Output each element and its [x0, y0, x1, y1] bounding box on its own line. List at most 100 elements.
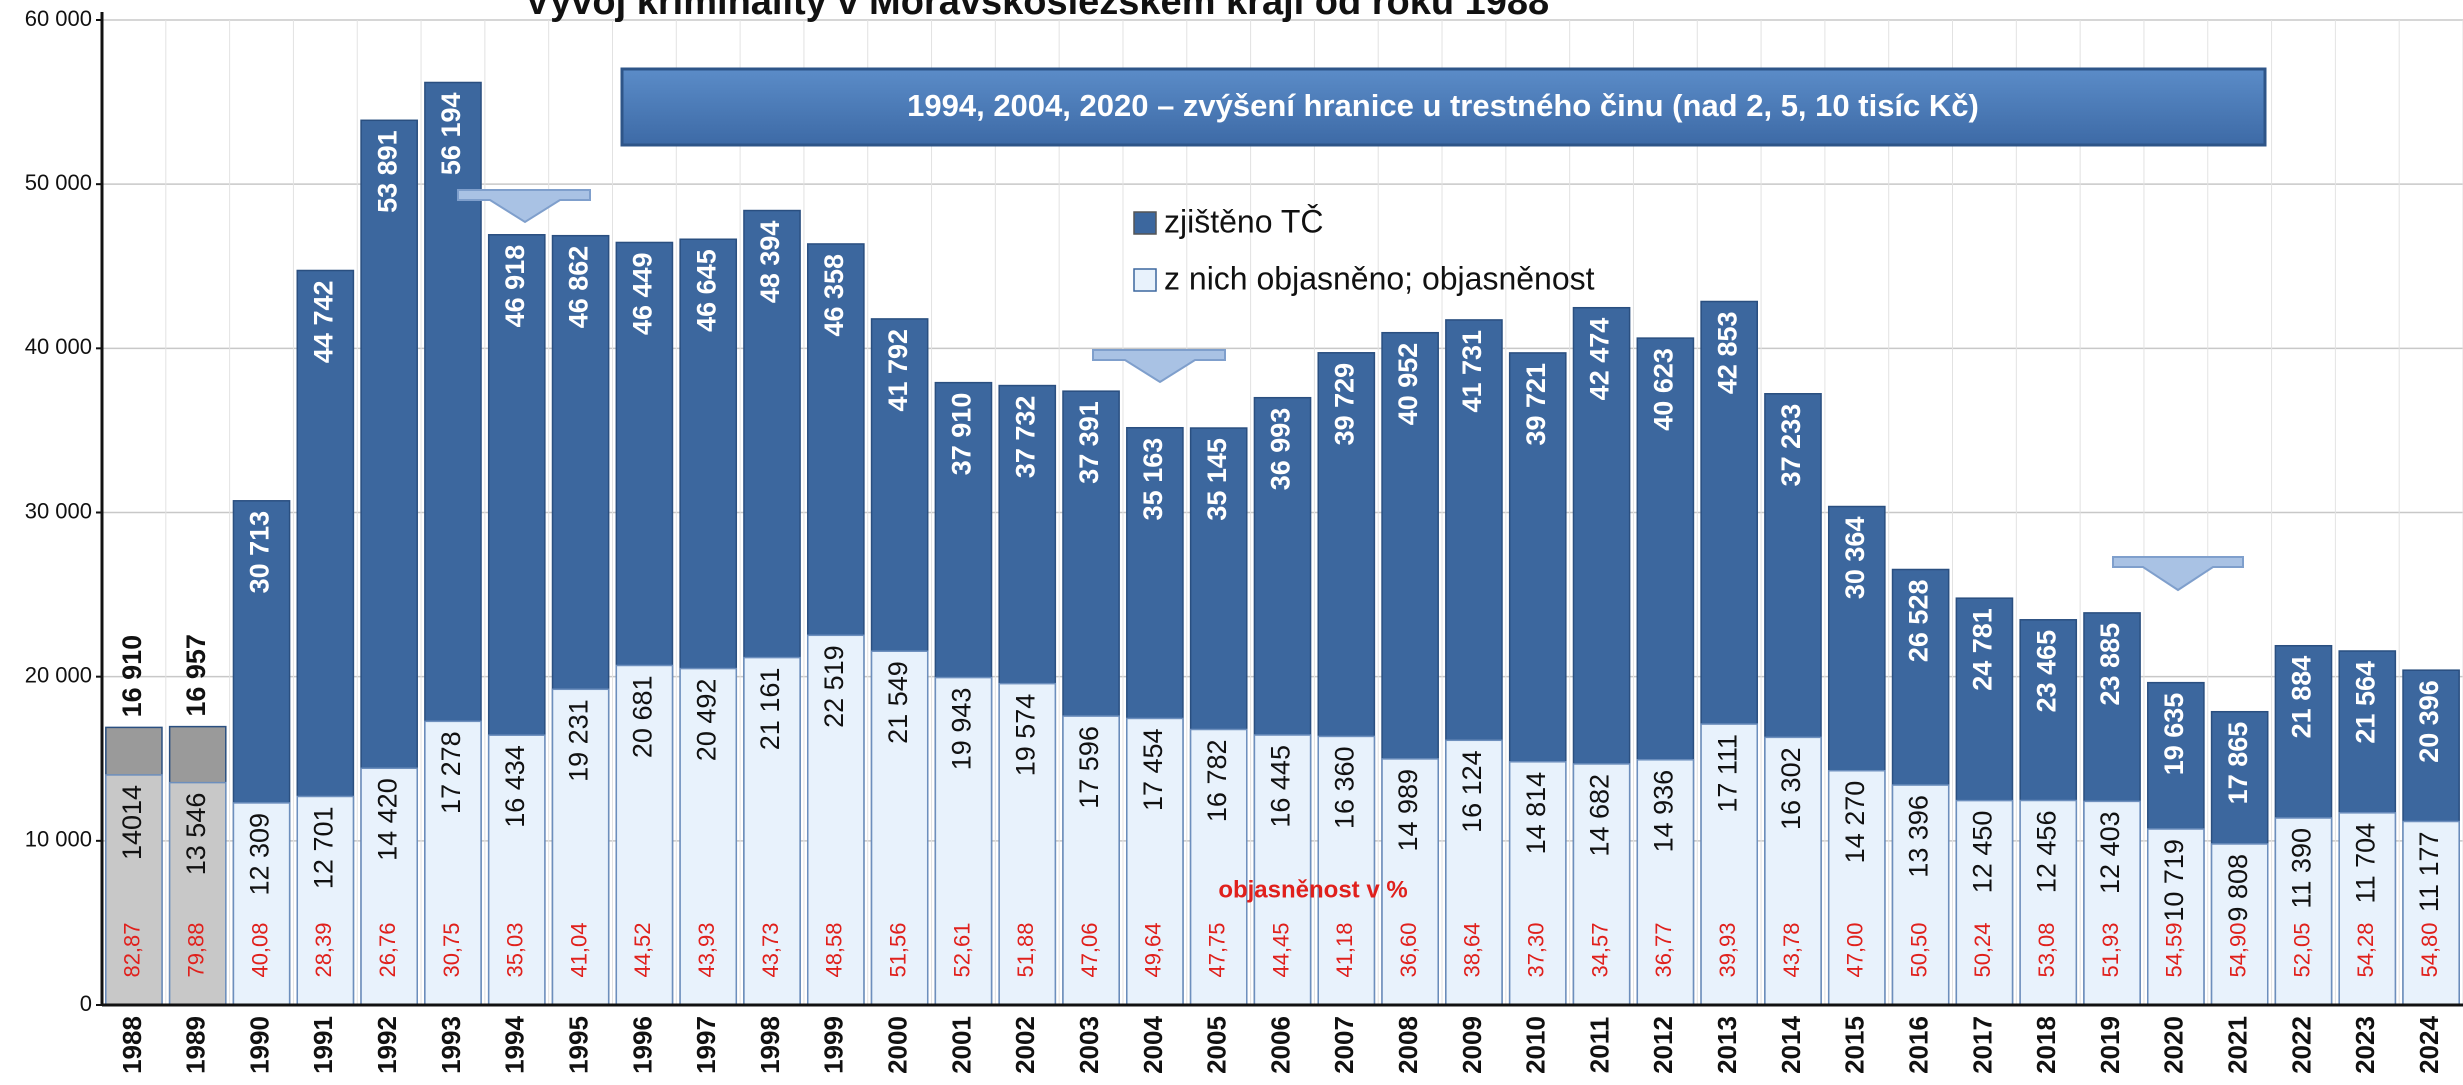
x-tick-label: 1990 — [244, 1016, 274, 1074]
solved-label: 20 492 — [691, 679, 721, 762]
bar-solved — [2083, 800, 2141, 1006]
arrow — [457, 189, 591, 224]
rate-label: 43,73 — [758, 922, 783, 977]
rate-label: 28,39 — [311, 922, 336, 977]
bar-solved — [2338, 812, 2397, 1006]
total-label: 23 885 — [2095, 623, 2125, 706]
total-label: 37 391 — [1074, 401, 1104, 484]
total-label: 16 957 — [181, 634, 211, 717]
bar-solved — [296, 795, 355, 1006]
x-tick-label: 1995 — [563, 1016, 593, 1074]
rate-label: 35,03 — [503, 922, 528, 977]
annotation-box — [620, 67, 2267, 147]
bar-solved — [1827, 769, 1886, 1006]
annotation: 1994, 2004, 2020 – zvýšení hranice u tre… — [907, 88, 1979, 123]
total-label: 46 918 — [500, 245, 530, 328]
total-label: 37 233 — [1776, 404, 1806, 487]
solved-label: 16 782 — [1202, 739, 1232, 822]
solved-label: 19 231 — [564, 699, 594, 782]
rate-label: 54,90 — [2225, 922, 2250, 977]
arrow — [2112, 556, 2244, 592]
x-tick-label: 2024 — [2414, 1016, 2444, 1074]
rate-label: 36,77 — [1651, 922, 1676, 977]
chart-title: Vývoj kriminality v Moravskoslezském kra… — [525, 0, 1549, 23]
total-label: 30 713 — [245, 511, 275, 594]
rate-label: 47,00 — [1843, 922, 1868, 977]
y-tick-label: 40 000 — [25, 334, 92, 359]
x-tick-label: 2010 — [1521, 1016, 1551, 1074]
total-label: 19 635 — [2159, 693, 2189, 776]
x-tick-label: 1998 — [755, 1016, 785, 1074]
x-tick-label: 2016 — [1903, 1016, 1933, 1074]
x-tick-label: 2022 — [2286, 1016, 2316, 1074]
total-label: 42 853 — [1712, 311, 1742, 394]
total-label: 39 729 — [1329, 363, 1359, 446]
total-label: 37 910 — [947, 393, 977, 476]
bar-solved — [934, 676, 993, 1006]
solved-label: 20 681 — [628, 675, 658, 758]
x-tick-label: 1989 — [181, 1016, 211, 1074]
bar-solved — [998, 682, 1057, 1006]
legend-label: z nich objasněno; objasněnost — [1164, 260, 1595, 296]
total-label: 46 645 — [691, 249, 721, 332]
solved-label: 12 309 — [245, 813, 275, 896]
total-label: 46 449 — [628, 252, 658, 335]
rate-label: 53,08 — [2034, 922, 2059, 977]
bar-solved — [168, 781, 227, 1006]
x-tick-label: 1993 — [436, 1016, 466, 1074]
bar-solved — [487, 734, 546, 1006]
bar-solved — [551, 688, 610, 1006]
solved-label: 12 403 — [2095, 811, 2125, 894]
solved-label: 19 574 — [1010, 694, 1040, 777]
bar-solved — [806, 634, 865, 1006]
y-tick-label: 50 000 — [25, 170, 92, 195]
total-label: 36 993 — [1266, 408, 1296, 491]
total-label: 46 358 — [819, 254, 849, 337]
total-label: 42 474 — [1585, 318, 1615, 401]
solved-label: 16 360 — [1329, 746, 1359, 829]
rate-label: 82,87 — [120, 922, 145, 977]
bar-solved — [870, 650, 929, 1006]
solved-label: 14 682 — [1585, 774, 1615, 857]
x-tick-label: 2018 — [2031, 1016, 2061, 1074]
rate-label: 41,18 — [1332, 922, 1357, 977]
bar-solved — [1253, 734, 1312, 1006]
x-tick-label: 2020 — [2159, 1016, 2189, 1074]
x-tick-label: 2017 — [1967, 1016, 1997, 1074]
rate-label: 39,93 — [1715, 922, 1740, 977]
x-tick-label: 1991 — [308, 1016, 338, 1074]
annotation: objasněnost v % — [1218, 876, 1407, 903]
x-tick-label: 1992 — [372, 1016, 402, 1074]
total-label: 21 884 — [2287, 656, 2317, 739]
x-tick-label: 2003 — [1074, 1016, 1104, 1074]
solved-label: 16 302 — [1776, 747, 1806, 830]
bar-solved — [615, 664, 674, 1006]
solved-label: 12 450 — [1968, 811, 1998, 894]
bar-solved — [1445, 739, 1503, 1006]
solved-label: 12 701 — [308, 806, 338, 889]
total-label: 41 731 — [1457, 330, 1487, 413]
bar-solved — [1126, 717, 1184, 1006]
bar-solved — [1764, 736, 1822, 1006]
rate-label: 47,06 — [1077, 922, 1102, 977]
y-tick-label: 60 000 — [25, 6, 92, 31]
x-tick-label: 2012 — [1648, 1016, 1678, 1074]
rate-label: 30,75 — [439, 922, 464, 977]
bar-solved — [1700, 723, 1759, 1006]
solved-label: 19 943 — [947, 688, 977, 771]
bar-solved — [2274, 817, 2333, 1006]
rate-label: 38,64 — [1460, 922, 1485, 977]
total-label: 17 865 — [2223, 722, 2253, 805]
total-label: 53 891 — [372, 130, 402, 213]
solved-label: 16 434 — [500, 745, 530, 828]
rate-label: 48,58 — [822, 922, 847, 977]
rate-label: 51,93 — [2098, 922, 2123, 977]
solved-label: 13 546 — [181, 793, 211, 876]
solved-label: 17 454 — [1138, 728, 1168, 811]
arrow — [1092, 349, 1226, 384]
rate-label: 36,60 — [1396, 922, 1421, 977]
solved-label: 21 549 — [883, 661, 913, 744]
x-tick-label: 2023 — [2350, 1016, 2380, 1074]
rate-label: 51,88 — [1013, 922, 1038, 977]
bar-solved — [1189, 728, 1248, 1006]
